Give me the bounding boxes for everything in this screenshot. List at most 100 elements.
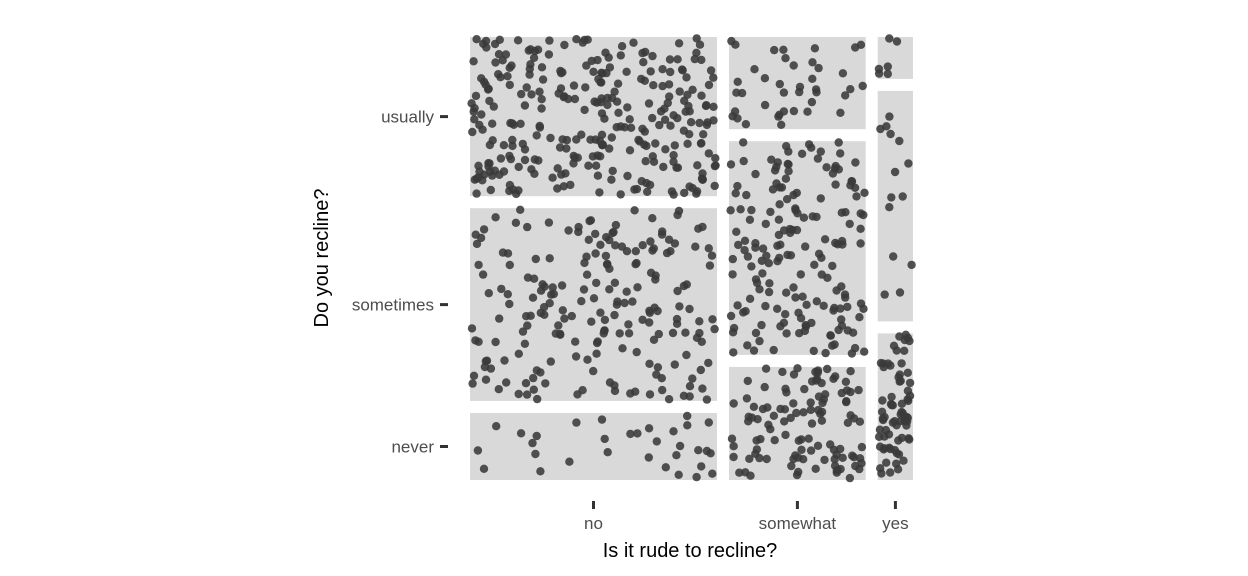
point-no-usually [494,70,503,79]
point-no-usually [518,139,527,149]
point-no-usually [591,161,601,170]
point-no-sometimes [514,389,523,399]
point-no-sometimes [601,251,611,261]
panel-somewhat-usually [729,37,866,130]
point-no-usually [666,121,675,130]
point-no-usually [498,56,507,65]
point-no-sometimes [491,213,500,222]
point-somewhat-sometimes [728,254,737,264]
point-somewhat-sometimes [736,205,745,214]
point-no-sometimes [605,285,614,294]
point-somewhat-sometimes [856,239,865,248]
point-somewhat-usually [770,45,779,55]
point-yes-never [879,362,888,372]
point-no-sometimes [610,278,620,287]
point-no-usually [682,73,691,82]
point-no-sometimes [548,283,557,292]
point-yes-never [879,445,888,454]
point-no-never [603,448,612,457]
point-no-sometimes [631,247,640,256]
point-somewhat-sometimes [816,147,825,156]
y-axis-title: Do you recline? [311,189,333,328]
point-somewhat-usually [779,107,789,116]
point-no-sometimes [545,254,554,263]
point-no-usually [600,114,609,123]
point-no-sometimes [481,375,491,384]
point-no-usually [488,119,497,128]
point-no-sometimes [615,329,624,338]
point-somewhat-never [752,445,762,454]
point-no-usually [677,65,687,74]
point-yes-never [904,434,913,443]
point-no-sometimes [666,247,675,256]
point-no-sometimes [564,226,573,235]
point-no-sometimes [654,329,663,339]
point-no-usually [533,45,543,54]
point-somewhat-never [799,408,808,417]
point-no-usually [638,124,647,133]
point-no-usually [477,74,486,83]
point-somewhat-sometimes [836,149,845,158]
point-somewhat-usually [836,108,845,118]
point-no-usually [661,145,670,154]
point-yes-never [905,336,914,346]
point-somewhat-usually [858,81,867,91]
point-no-never [669,427,678,436]
point-somewhat-never [791,451,800,460]
point-no-usually [663,98,672,108]
point-somewhat-sometimes [729,348,738,357]
point-no-usually [698,175,707,184]
point-somewhat-sometimes [821,348,830,358]
point-no-sometimes [500,356,509,365]
point-yes-never [897,399,907,408]
point-somewhat-sometimes [751,169,760,179]
point-no-usually [622,67,631,77]
point-no-sometimes [664,235,674,244]
point-no-usually [537,104,546,113]
point-yes-never [896,417,905,426]
point-yes-sometimes [889,252,898,261]
point-somewhat-sometimes [843,302,852,312]
point-no-never [600,434,609,444]
point-no-usually [603,100,612,110]
point-somewhat-usually [760,74,770,83]
point-somewhat-sometimes [837,236,847,246]
point-no-sometimes [469,371,479,380]
point-no-sometimes [471,230,480,239]
point-somewhat-sometimes [802,300,811,309]
point-yes-never [900,346,909,355]
point-no-sometimes [545,299,554,308]
point-no-sometimes [498,248,508,257]
point-no-usually [503,72,512,81]
point-somewhat-sometimes [795,329,804,338]
x-tick-label-somewhat: somewhat [759,514,837,533]
point-no-usually [620,123,629,132]
point-somewhat-never [833,465,842,475]
point-no-usually [570,94,580,104]
point-no-usually [664,80,674,89]
point-no-never [565,457,574,466]
point-no-sometimes [673,286,682,296]
point-no-never [661,463,670,472]
point-no-sometimes [591,249,600,258]
point-no-usually [514,186,523,195]
point-no-never [675,441,685,451]
point-somewhat-sometimes [789,190,798,200]
point-no-usually [610,87,619,96]
point-somewhat-sometimes [796,270,805,279]
point-no-sometimes [707,251,717,260]
point-no-usually [491,58,500,67]
point-somewhat-sometimes [843,326,852,335]
point-somewhat-sometimes [773,304,782,313]
point-no-never [597,415,607,424]
point-no-usually [593,171,603,180]
point-no-sometimes [670,360,679,369]
point-somewhat-sometimes [841,293,850,302]
point-no-sometimes [672,319,682,328]
point-somewhat-sometimes [726,206,735,215]
point-no-usually [561,169,570,178]
point-no-sometimes [657,374,666,383]
point-yes-never [899,456,908,465]
point-somewhat-sometimes [731,189,740,198]
